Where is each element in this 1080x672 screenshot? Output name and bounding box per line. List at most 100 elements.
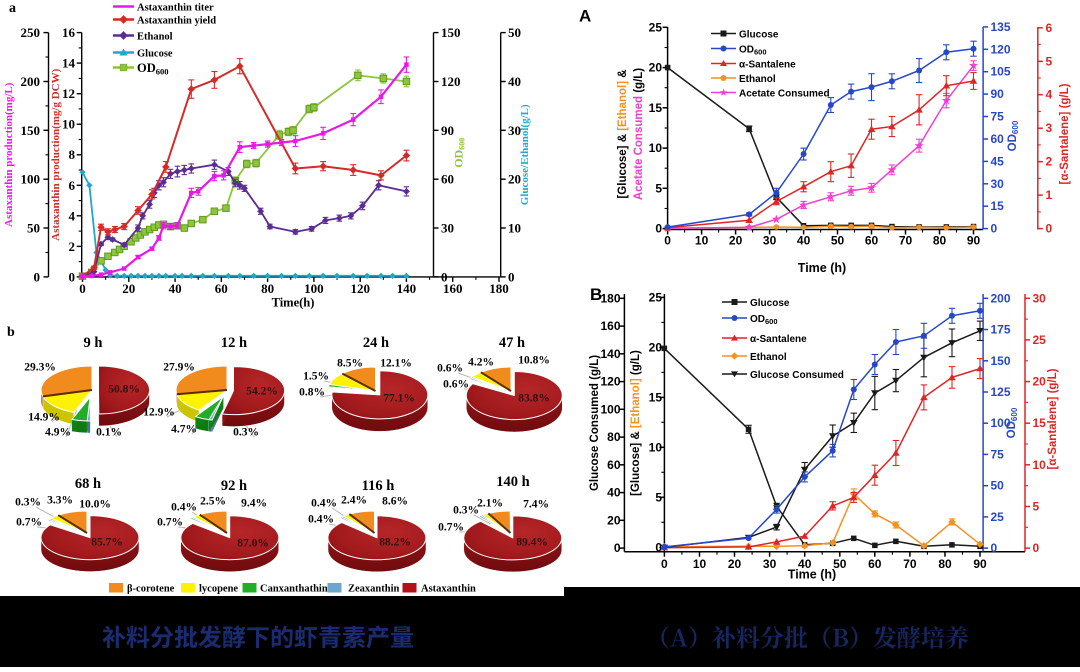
svg-text:70: 70 [899,234,913,248]
svg-text:250: 250 [21,25,41,40]
svg-text:0.6%: 0.6% [443,379,469,391]
svg-text:100: 100 [600,402,620,416]
svg-text:10: 10 [695,234,709,248]
svg-text:0: 0 [79,281,86,296]
svg-text:5: 5 [1033,500,1040,514]
svg-text:10.8%: 10.8% [518,355,550,367]
svg-text:200: 200 [21,74,41,89]
svg-text:2.4%: 2.4% [341,495,367,507]
svg-text:10: 10 [649,440,663,454]
svg-text:Time (h): Time (h) [798,261,846,275]
svg-text:β-corotene: β-corotene [127,584,175,595]
svg-text:lycopene: lycopene [199,584,238,595]
svg-text:16: 16 [62,25,76,40]
svg-text:0: 0 [1033,541,1040,555]
svg-text:2: 2 [1046,155,1053,169]
svg-text:15: 15 [1033,416,1047,430]
svg-text:20: 20 [122,281,135,296]
svg-text:60: 60 [865,234,879,248]
svg-text:150: 150 [441,25,461,40]
svg-text:180: 180 [489,281,509,296]
svg-text:60: 60 [607,458,621,472]
svg-text:15: 15 [991,199,1005,213]
svg-text:b: b [7,325,15,340]
svg-text:α-Santalene: α-Santalene [750,334,807,345]
svg-text:105: 105 [991,65,1011,79]
svg-text:0.7%: 0.7% [16,517,42,529]
svg-text:Acetate Consumed (g/L): Acetate Consumed (g/L) [633,68,645,200]
svg-text:12: 12 [62,86,75,101]
svg-text:4.9%: 4.9% [45,427,71,439]
svg-text:29.3%: 29.3% [24,362,56,374]
svg-text:Astaxanthin titer: Astaxanthin titer [137,2,214,13]
svg-text:20: 20 [728,557,742,571]
svg-text:175: 175 [991,323,1011,337]
svg-text:0: 0 [614,541,621,555]
svg-text:40: 40 [508,74,521,89]
svg-text:Glucose: Glucose [137,48,173,59]
svg-text:0.4%: 0.4% [171,502,197,514]
svg-text:[Glucose] & [Ethanol] (g/L): [Glucose] & [Ethanol] (g/L) [630,350,642,496]
svg-text:[Glucose] & [Ethanol] &: [Glucose] & [Ethanol] & [617,69,629,198]
svg-text:0.4%: 0.4% [308,514,334,526]
svg-text:70: 70 [903,557,917,571]
svg-text:85.7%: 85.7% [91,537,123,549]
svg-text:1.5%: 1.5% [303,371,329,383]
svg-text:4: 4 [69,208,76,223]
svg-text:0: 0 [508,269,515,284]
svg-text:50: 50 [831,234,845,248]
svg-text:5: 5 [655,181,662,195]
svg-text:0.3%: 0.3% [453,505,479,517]
svg-text:Zeaxanthin: Zeaxanthin [348,584,400,595]
svg-text:8.5%: 8.5% [337,358,363,370]
svg-text:10: 10 [62,117,75,132]
svg-text:3: 3 [1046,121,1053,135]
svg-text:0: 0 [441,269,448,284]
svg-text:[α-Santalene] (g/L): [α-Santalene] (g/L) [1047,368,1059,469]
svg-text:14: 14 [62,56,76,71]
svg-text:45: 45 [991,154,1005,168]
svg-text:140 h: 140 h [496,474,529,490]
svg-text:0: 0 [991,541,998,555]
svg-text:140: 140 [600,347,620,361]
svg-text:180: 180 [600,291,620,305]
svg-text:40: 40 [607,486,621,500]
svg-text:90: 90 [441,123,454,138]
svg-text:25: 25 [649,290,663,304]
svg-text:75: 75 [991,447,1005,461]
svg-text:200: 200 [991,291,1011,305]
svg-text:30: 30 [1033,291,1047,305]
svg-text:0.3%: 0.3% [233,427,259,439]
svg-text:90: 90 [967,234,981,248]
svg-text:160: 160 [600,319,620,333]
svg-text:80: 80 [607,430,621,444]
svg-text:[α-Santalene] (g/L): [α-Santalene] (g/L) [1059,83,1071,184]
svg-text:0.8%: 0.8% [299,387,325,399]
svg-text:140: 140 [397,281,417,296]
svg-text:77.1%: 77.1% [383,393,415,405]
svg-text:87.0%: 87.0% [237,538,269,550]
svg-text:2.1%: 2.1% [477,498,503,510]
svg-text:116 h: 116 h [362,478,395,494]
svg-text:40: 40 [797,234,811,248]
svg-text:0: 0 [991,222,998,236]
svg-text:Astaxanthin production(mg/L): Astaxanthin production(mg/L) [3,82,15,227]
svg-text:Astaxanthin production(mg/g DC: Astaxanthin production(mg/g DCW) [50,68,62,240]
svg-text:120: 120 [991,42,1011,56]
svg-text:Ethanol: Ethanol [137,31,173,42]
svg-text:Glucose/Ethanol(g/L): Glucose/Ethanol(g/L) [519,104,531,205]
svg-text:9.4%: 9.4% [241,498,267,510]
svg-text:Canxanthathin: Canxanthathin [260,584,328,595]
svg-text:0.4%: 0.4% [311,498,337,510]
svg-text:120: 120 [350,281,370,296]
svg-text:Time(h): Time(h) [272,296,315,310]
svg-text:120: 120 [600,375,620,389]
svg-text:4.2%: 4.2% [468,357,494,369]
svg-text:80: 80 [933,234,947,248]
svg-text:Glucose Consumed (g/L): Glucose Consumed (g/L) [589,355,601,491]
svg-text:0.6%: 0.6% [437,363,463,375]
svg-text:0.7%: 0.7% [157,517,183,529]
svg-text:10: 10 [649,141,663,155]
svg-text:50: 50 [991,479,1005,493]
svg-text:92 h: 92 h [221,478,247,494]
